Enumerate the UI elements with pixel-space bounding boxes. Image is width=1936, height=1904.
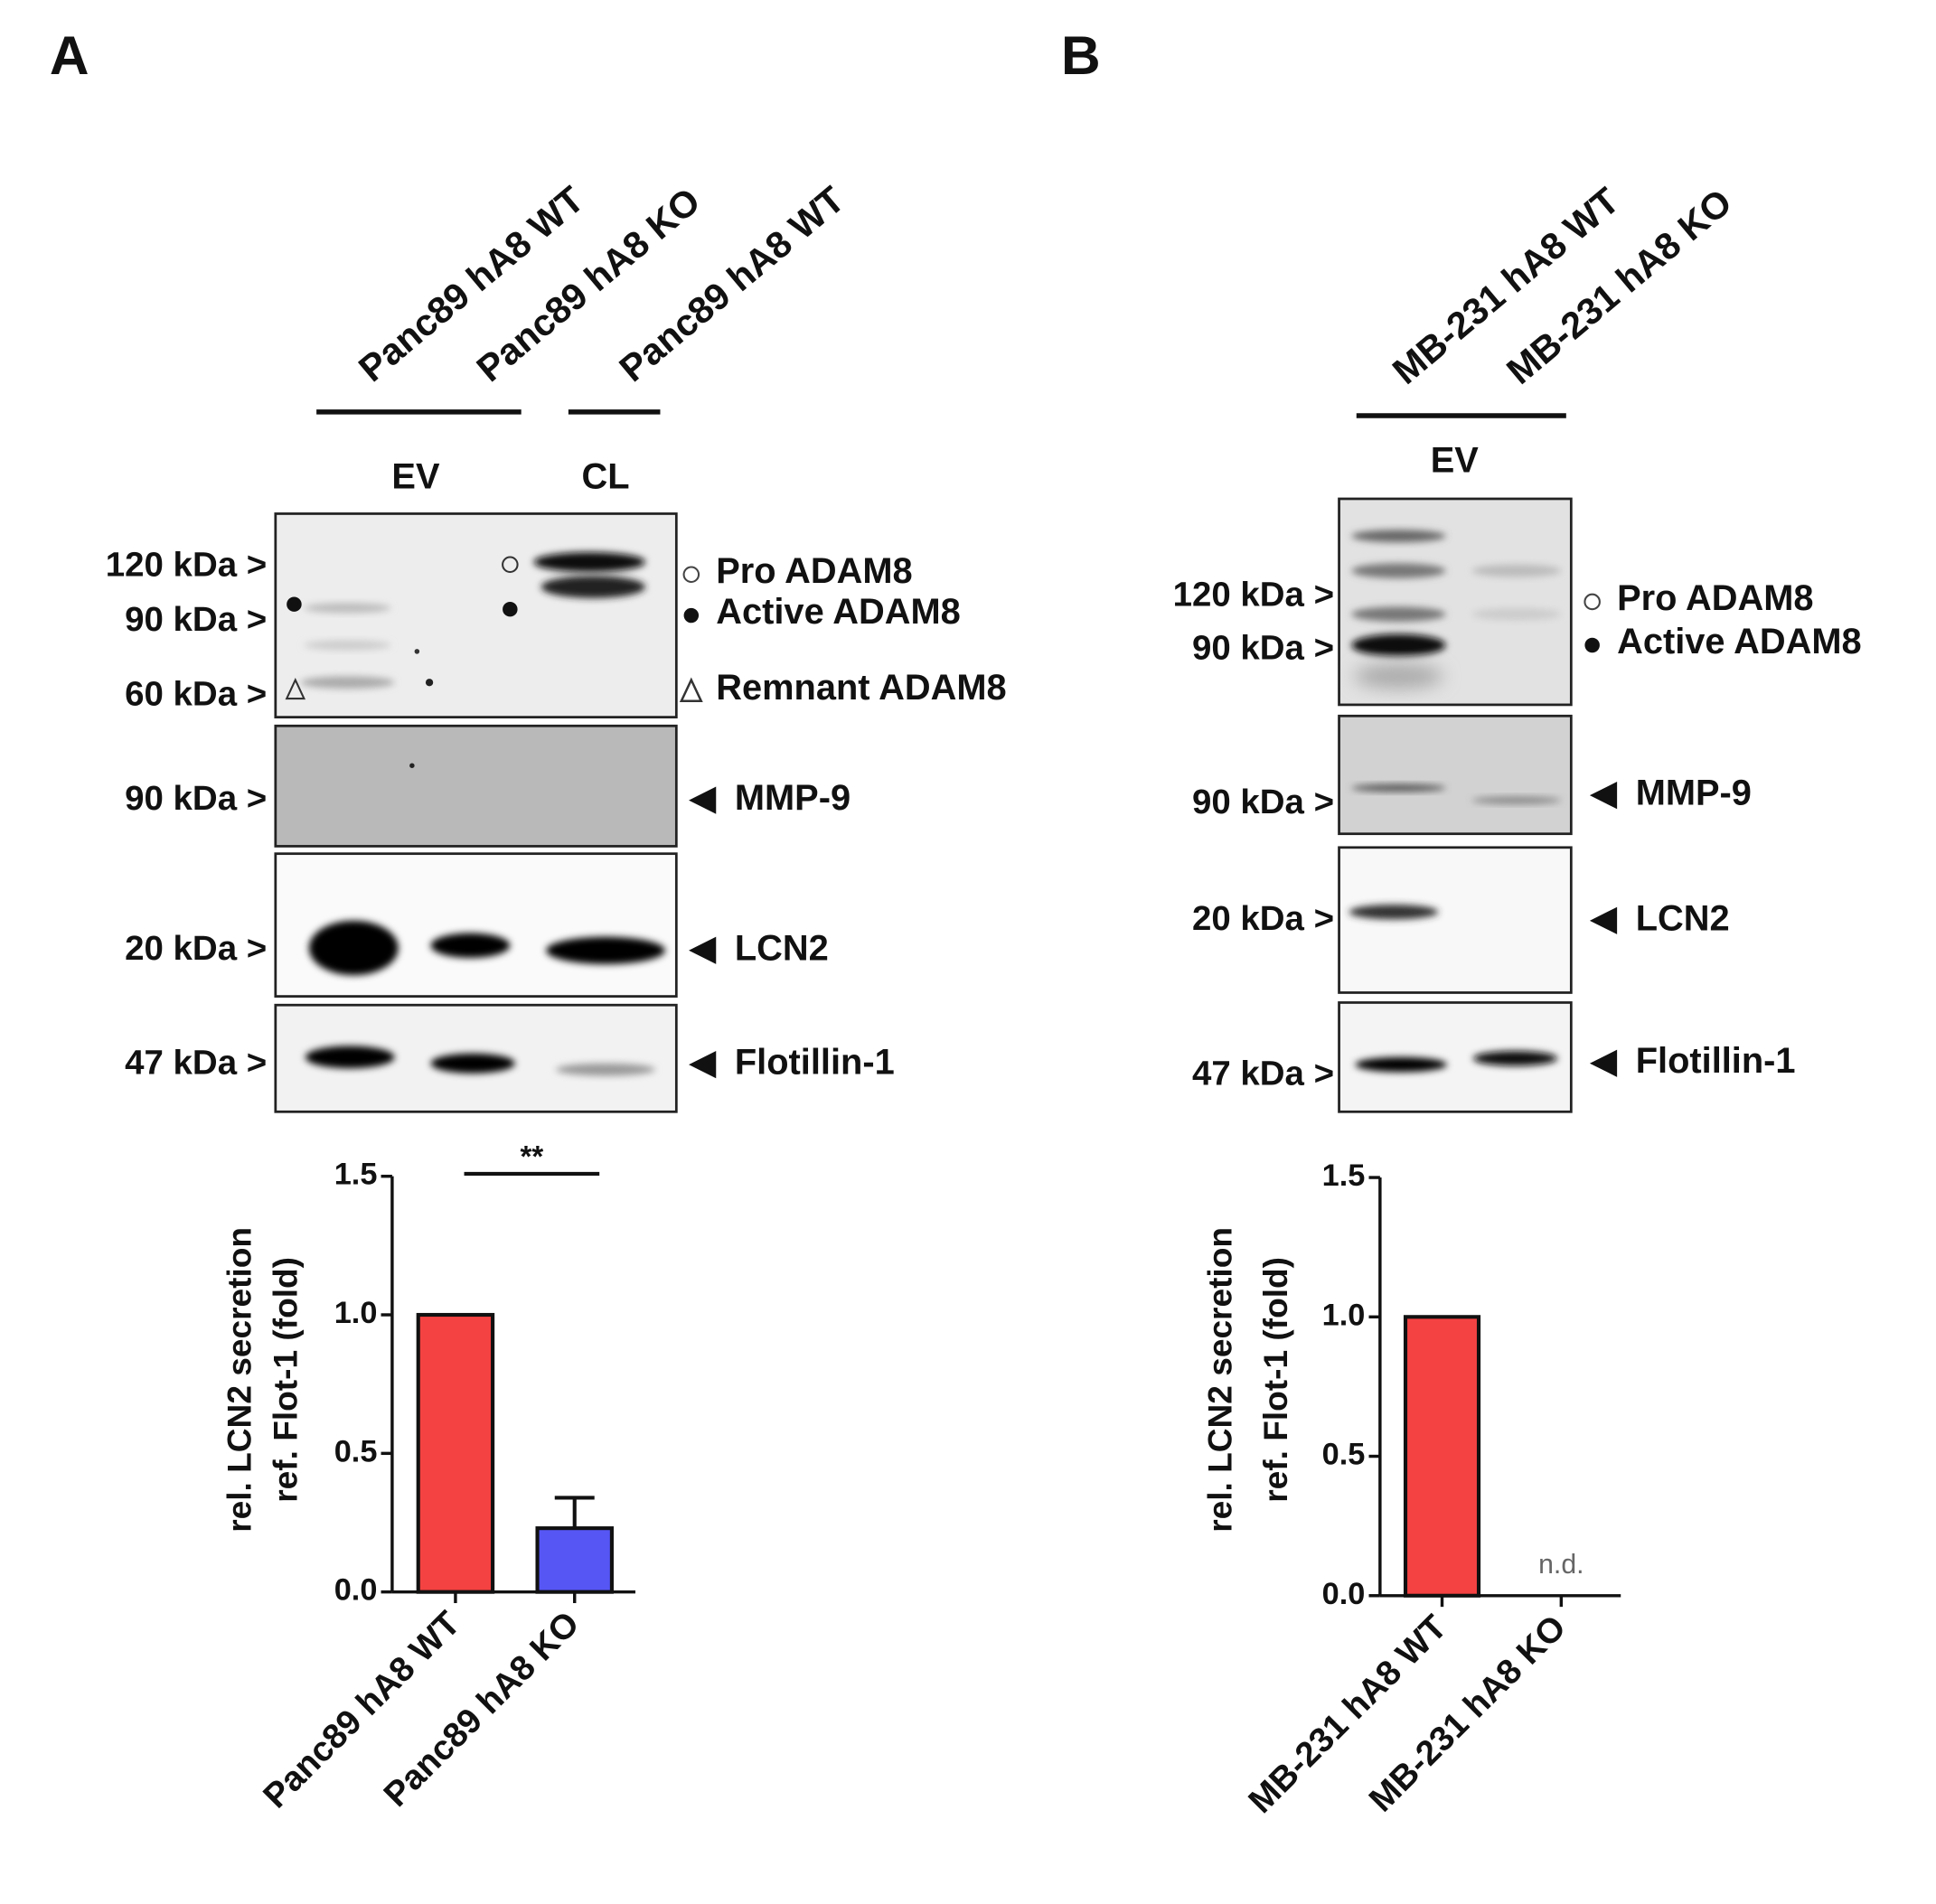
panel-label: A (50, 24, 89, 86)
symbol (682, 566, 700, 584)
value-label: n.d. (1538, 1550, 1584, 1580)
blot-bands (285, 530, 1562, 1076)
arrow (1589, 782, 1618, 810)
band-label: Active ADAM8 (1617, 622, 1862, 661)
y-tick-label: 0.0 (1322, 1577, 1366, 1611)
mw-marker: 90 kDa > (1192, 629, 1334, 668)
mw-marker: 47 kDa > (125, 1043, 267, 1082)
blot-box (1338, 714, 1573, 836)
band-label: MMP-9 (735, 778, 851, 818)
y-tick-label: 1.0 (334, 1296, 378, 1330)
band-label: Pro ADAM8 (716, 551, 912, 591)
bar (1403, 1315, 1481, 1598)
band-label: LCN2 (735, 928, 829, 968)
mw-marker: 90 kDa > (1192, 783, 1334, 821)
arrow (689, 1051, 717, 1079)
mw-marker: 90 kDa > (125, 779, 267, 818)
group-label: EV (391, 457, 440, 497)
y-axis-label: rel. LCN2 secretion (221, 1227, 258, 1533)
y-tick-label: 0.0 (334, 1573, 378, 1608)
y-axis-label: rel. LCN2 secretion (1200, 1227, 1238, 1533)
symbol (679, 677, 703, 703)
y-axis-label: ref. Flot-1 (fold) (266, 1257, 304, 1503)
y-axis-label: ref. Flot-1 (fold) (1256, 1257, 1294, 1503)
symbol (683, 607, 700, 624)
blot-box (274, 724, 678, 848)
band-label: Flotillin-1 (1636, 1041, 1796, 1081)
mw-marker: 90 kDa > (125, 600, 267, 639)
mw-marker: 120 kDa > (106, 546, 267, 585)
mw-marker: 20 kDa > (1192, 899, 1334, 938)
y-tick-label: 1.5 (1322, 1158, 1366, 1193)
band-label: Pro ADAM8 (1617, 578, 1813, 618)
mw-marker: 20 kDa > (125, 929, 267, 968)
arrow (689, 786, 717, 814)
band-label: LCN2 (1636, 898, 1730, 938)
y-tick-label: 1.5 (334, 1158, 378, 1192)
group-label: CL (582, 457, 630, 497)
mw-marker: 120 kDa > (1173, 576, 1334, 614)
symbol (1584, 637, 1600, 653)
arrow (1589, 1049, 1618, 1077)
arrow (689, 936, 717, 964)
y-tick-label: 0.5 (334, 1434, 378, 1468)
y-tick-label: 0.5 (1322, 1438, 1366, 1472)
band-label: MMP-9 (1636, 774, 1752, 813)
significance-label: ** (521, 1140, 544, 1173)
band-label: Remnant ADAM8 (716, 668, 1006, 708)
mw-marker: 60 kDa > (125, 674, 267, 713)
x-tick-label: MB-231 hA8 WT (1241, 1608, 1454, 1821)
bar (416, 1312, 495, 1594)
mw-marker: 47 kDa > (1192, 1055, 1334, 1093)
blot-box (1338, 846, 1573, 994)
symbol (1584, 593, 1601, 611)
arrow (1589, 906, 1618, 934)
x-tick-label: Panc89 hA8 WT (256, 1604, 468, 1816)
panel-label: B (1061, 24, 1101, 86)
band-label: Flotillin-1 (735, 1043, 895, 1083)
y-tick-label: 1.0 (1322, 1298, 1366, 1332)
bar (535, 1526, 614, 1594)
blot-boxes (274, 497, 1573, 1113)
group-label: EV (1431, 441, 1480, 481)
band-label: Active ADAM8 (716, 592, 961, 632)
